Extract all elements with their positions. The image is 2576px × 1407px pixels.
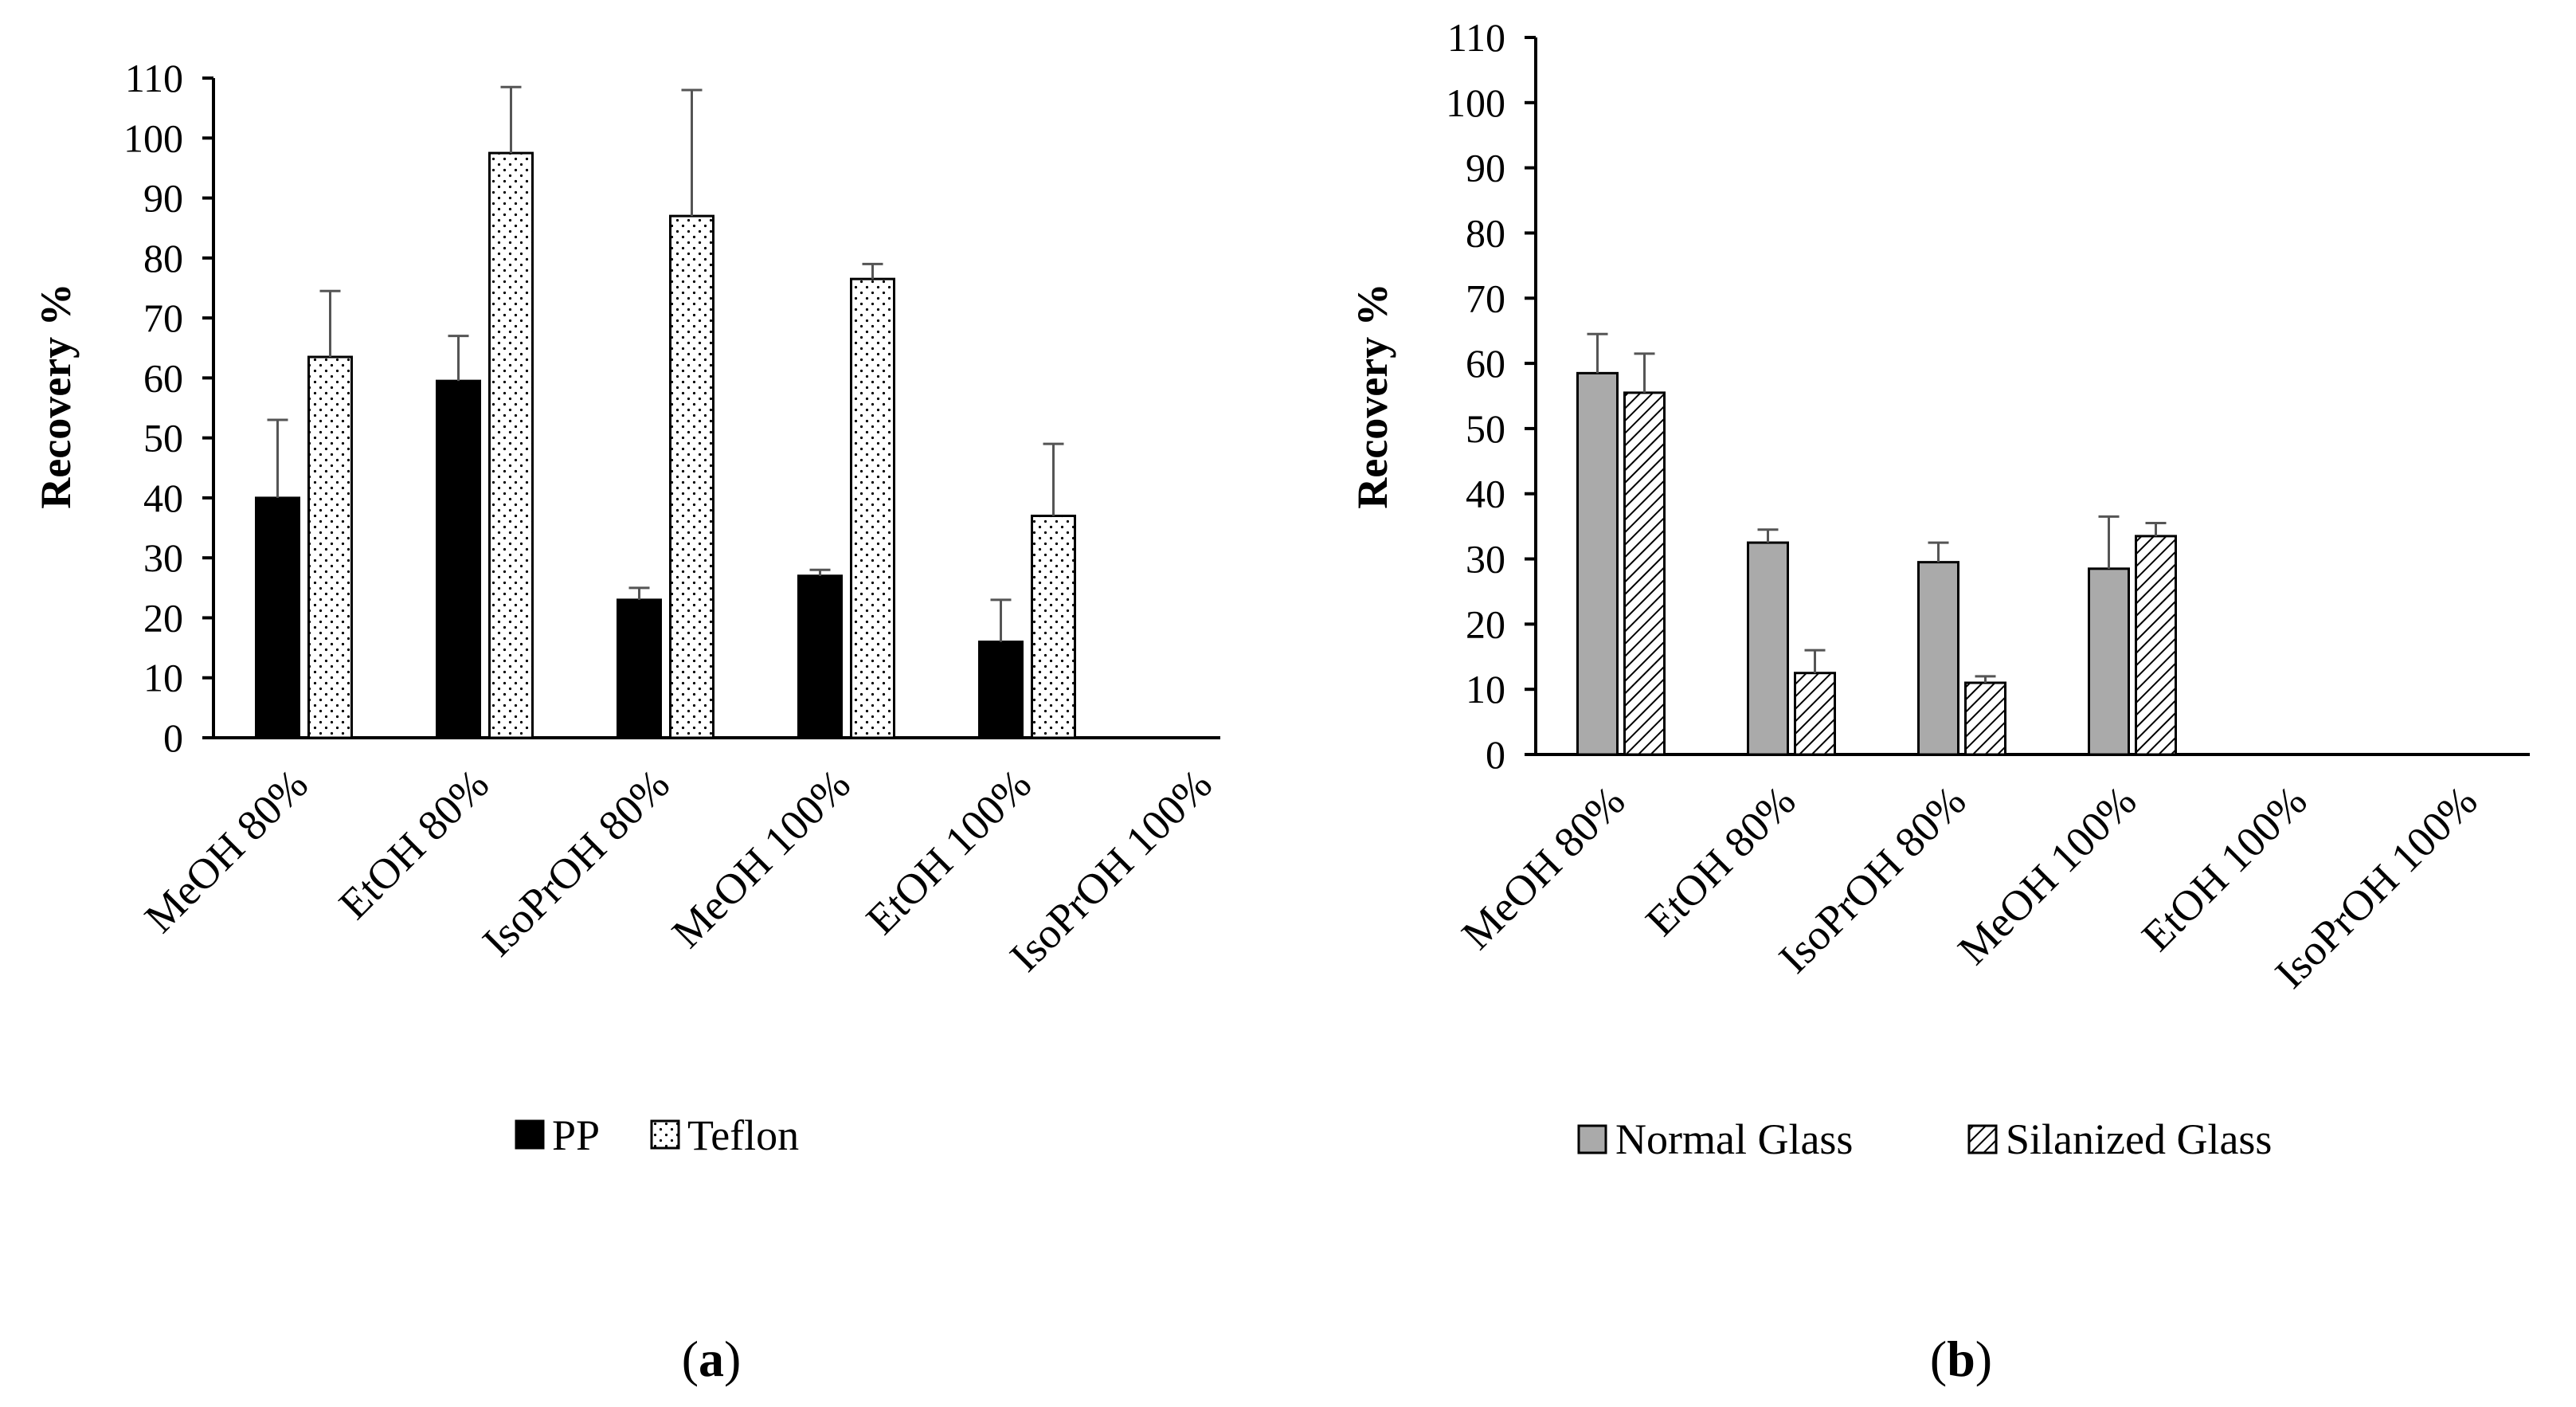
chart-b-errorbar-normal-glass-meoh-100pct <box>2098 515 2120 569</box>
chart-b-y-tick-label: 50 <box>1466 406 1505 451</box>
chart-b-errorbar-silanized-glass-meoh-100pct <box>2145 522 2167 536</box>
chart-b-y-tick-label: 30 <box>1466 537 1505 582</box>
chart-a-errorbar-teflon-meoh-100pct <box>862 262 883 280</box>
chart-a-errorbars <box>267 85 1064 642</box>
chart-b-y-tick-label: 60 <box>1466 341 1505 386</box>
chart-a-bar-teflon-meoh-100pct <box>850 277 895 739</box>
chart-a-bar-pp-meoh-80pct <box>255 496 300 739</box>
chart-a-panel-letter: a <box>699 1331 724 1387</box>
chart-a-y-tick-label: 20 <box>143 595 183 640</box>
chart-b-panel-label: (b) <box>1930 1331 1992 1387</box>
chart-b-errorbars <box>1587 332 2167 683</box>
chart-b-y-tick-label: 90 <box>1466 146 1505 190</box>
chart-a-category-label-meoh-100pct: MeOH 100% <box>663 760 859 957</box>
chart-b-errorbar-normal-glass-isoproh-80pct <box>1928 541 1949 562</box>
chart-b-bar-normal-glass-meoh-100pct <box>2088 567 2130 756</box>
chart-b-bar-normal-glass-etoh-80pct <box>1747 541 1789 756</box>
chart-b-y-tick-label: 110 <box>1447 15 1505 60</box>
chart-a-legend-swatch-teflon <box>650 1119 680 1150</box>
chart-a-legend-label-teflon: Teflon <box>687 1111 799 1159</box>
chart-b: 0 10 20 30 40 50 60 70 80 90 100 110 MeOH 80% EtOH 8… <box>1349 15 2530 1387</box>
chart-a-errorbar-teflon-etoh-80pct <box>500 85 522 154</box>
chart-b-panel-letter: b <box>1947 1331 1975 1387</box>
chart-a-bar-pp-isoproh-80pct <box>617 598 662 739</box>
chart-a-y-tick-label: 0 <box>163 715 183 760</box>
chart-b-errorbar-normal-glass-etoh-80pct <box>1757 528 1779 543</box>
chart-a-y-tick-label: 50 <box>143 416 183 461</box>
chart-b-legend: Normal Glass Silanized Glass <box>1577 1115 2272 1163</box>
chart-a-category-label-meoh-80pct: MeOH 80% <box>135 760 317 942</box>
chart-b-legend-label-silanized-glass: Silanized Glass <box>2006 1115 2272 1163</box>
chart-a-errorbar-pp-isoproh-80pct <box>628 586 650 600</box>
chart-a-bar-teflon-meoh-80pct <box>307 355 353 739</box>
chart-b-axes <box>1534 37 2530 756</box>
chart-a-bar-teflon-isoproh-80pct <box>669 214 714 739</box>
chart-b-y-tick-label: 10 <box>1466 667 1505 711</box>
chart-a-panel-label: (a) <box>682 1331 742 1387</box>
chart-a-errorbar-pp-meoh-80pct <box>267 418 288 498</box>
chart-b-category-label-etoh-100pct: EtOH 100% <box>2132 777 2316 960</box>
chart-b-legend-swatch-normal-glass <box>1577 1124 1607 1154</box>
chart-a-y-tick-label: 30 <box>143 535 183 580</box>
chart-a-bar-pp-etoh-80pct <box>436 379 481 739</box>
chart-a-ticks: 0 10 20 30 40 50 60 70 80 90 100 110 <box>123 56 213 760</box>
chart-b-y-tick-label: 80 <box>1466 210 1505 255</box>
chart-a-bar-teflon-etoh-80pct <box>488 151 534 739</box>
chart-b-errorbar-silanized-glass-isoproh-80pct <box>1975 675 1996 683</box>
chart-a-y-tick-label: 60 <box>143 355 183 400</box>
chart-a-y-axis-label: Recovery % <box>32 283 80 508</box>
chart-b-bar-silanized-glass-meoh-100pct <box>2135 535 2177 756</box>
chart-a-bar-teflon-etoh-100pct <box>1031 514 1076 739</box>
chart-b-legend-swatch-silanized-glass <box>1967 1124 1998 1154</box>
chart-a-errorbar-teflon-etoh-100pct <box>1043 442 1064 516</box>
chart-a: 0 10 20 30 40 50 60 70 80 90 100 110 MeOH 80% EtOH 8… <box>32 56 1221 1387</box>
chart-b-legend-label-normal-glass: Normal Glass <box>1615 1115 1853 1163</box>
chart-a-bar-pp-meoh-100pct <box>797 574 843 739</box>
chart-a-y-tick-label: 90 <box>143 176 183 221</box>
chart-b-errorbar-normal-glass-meoh-80pct <box>1587 332 1608 374</box>
chart-a-errorbar-teflon-isoproh-80pct <box>681 88 703 217</box>
chart-a-y-tick-label: 100 <box>123 116 183 160</box>
chart-a-category-label-isoproh-80pct: IsoPrOH 80% <box>473 760 679 966</box>
chart-b-bars <box>1576 371 2177 756</box>
chart-b-y-tick-label: 40 <box>1466 472 1505 516</box>
chart-b-y-tick-label: 100 <box>1446 80 1505 125</box>
chart-a-y-tick-label: 40 <box>143 476 183 520</box>
chart-b-bar-silanized-glass-isoproh-80pct <box>1964 681 2006 756</box>
chart-b-category-labels: MeOH 80% EtOH 80%IsoPrOH 80%MeOH 100%EtOH… <box>1452 777 2486 997</box>
chart-b-category-label-meoh-100pct: MeOH 100% <box>1948 777 2145 974</box>
chart-a-legend: PP Teflon <box>515 1111 799 1159</box>
chart-a-errorbar-pp-etoh-80pct <box>448 335 469 382</box>
chart-a-y-tick-label: 70 <box>143 296 183 340</box>
chart-a-bar-pp-etoh-100pct <box>978 641 1024 739</box>
chart-b-y-tick-label: 70 <box>1466 276 1505 320</box>
chart-a-bars <box>255 151 1076 739</box>
chart-b-errorbar-silanized-glass-etoh-80pct <box>1804 649 1826 673</box>
chart-a-errorbar-pp-etoh-100pct <box>990 598 1012 642</box>
chart-a-y-tick-label: 110 <box>125 56 183 100</box>
chart-b-y-tick-label: 0 <box>1486 732 1505 777</box>
chart-a-category-label-etoh-80pct: EtOH 80% <box>330 760 498 928</box>
chart-b-bar-silanized-glass-etoh-80pct <box>1794 672 1836 756</box>
chart-b-bar-normal-glass-meoh-80pct <box>1576 371 1619 756</box>
chart-a-errorbar-pp-meoh-100pct <box>809 568 831 576</box>
chart-a-errorbar-teflon-meoh-80pct <box>319 289 341 358</box>
chart-b-errorbar-silanized-glass-meoh-80pct <box>1634 352 1655 393</box>
chart-a-legend-swatch-pp <box>515 1119 545 1150</box>
chart-b-category-label-meoh-80pct: MeOH 80% <box>1452 777 1634 958</box>
chart-b-bar-normal-glass-isoproh-80pct <box>1917 561 1959 756</box>
chart-a-category-labels: MeOH 80% EtOH 80%IsoPrOH 80%MeOH 100%EtOH… <box>135 760 1221 981</box>
chart-a-y-tick-label: 80 <box>143 236 183 280</box>
chart-b-y-tick-label: 20 <box>1466 602 1505 646</box>
chart-a-legend-label-pp: PP <box>552 1111 600 1159</box>
chart-a-category-label-etoh-100pct: EtOH 100% <box>857 760 1040 943</box>
chart-b-ticks: 0 10 20 30 40 50 60 70 80 90 100 110 <box>1446 15 1536 777</box>
chart-a-y-tick-label: 10 <box>143 656 183 700</box>
chart-b-bar-silanized-glass-meoh-80pct <box>1623 391 1666 756</box>
chart-b-y-axis-label: Recovery % <box>1349 283 1396 508</box>
chart-b-category-label-etoh-80pct: EtOH 80% <box>1636 777 1804 945</box>
